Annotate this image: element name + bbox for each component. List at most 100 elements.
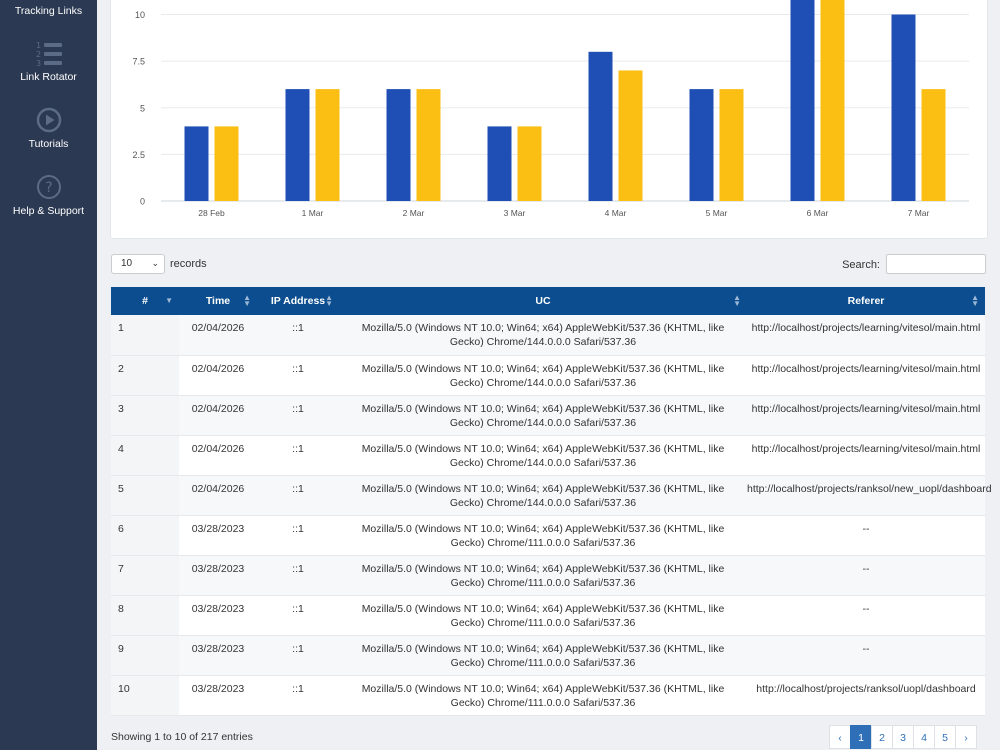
table-row: 1 02/04/2026::1 Mozilla/5.0 (Windows NT 10… [111, 315, 985, 356]
column-header-time[interactable]: Time ▲ ▼ [179, 287, 257, 315]
page-button[interactable]: 5 [934, 725, 956, 749]
row-user-agent: Mozilla/5.0 (Windows NT 10.0; Win64; x64… [339, 515, 747, 556]
page-length-value: 10 [121, 258, 133, 269]
table-info: Showing 1 to 10 of 217 entries [111, 731, 253, 743]
page-length-select[interactable]: 10 ⌄ [111, 254, 165, 274]
svg-text:1: 1 [36, 41, 41, 50]
bar-chart: 0 2.5 5 7.5 10 28 Feb 1 Mar 2 Mar 3 Mar 4 Mar 5 Ma… [132, 0, 969, 218]
page-button[interactable]: 1 [850, 725, 872, 749]
x-tick-label: 7 Mar [908, 208, 930, 218]
x-tick-label: 3 Mar [504, 208, 526, 218]
row-time: 03/28/2023 [179, 635, 257, 676]
sidebar-item-tutorials[interactable]: Tutorials [0, 107, 97, 150]
row-user-agent: Mozilla/5.0 (Windows NT 10.0; Win64; x64… [339, 395, 747, 436]
row-ip-address: ::1 [257, 675, 339, 716]
column-header-ip-address[interactable]: IP Address ▲ ▼ [257, 287, 339, 315]
table-row: 6 03/28/2023::1 Mozilla/5.0 (Windows NT 10… [111, 515, 985, 556]
sidebar-item-help-support[interactable]: ? Help & Support [0, 174, 97, 217]
sidebar-item-label: Tutorials [28, 138, 69, 150]
column-header-number[interactable]: # ▼ [111, 287, 179, 315]
row-referer: http://localhost/projects/learning/vites… [747, 315, 985, 356]
svg-text:?: ? [45, 180, 52, 196]
row-ip-address: ::1 [257, 515, 339, 556]
y-tick-label: 5 [140, 103, 145, 113]
row-referer: -- [747, 515, 985, 556]
sort-icon: ▲ ▼ [325, 293, 333, 308]
table-row: 7 03/28/2023::1 Mozilla/5.0 (Windows NT 10… [111, 555, 985, 596]
x-tick-label: 5 Mar [706, 208, 728, 218]
bar-series-2 [416, 89, 441, 201]
sidebar-item-link-rotator[interactable]: 1 2 3 Link Rotator [0, 39, 97, 83]
table-row: 3 02/04/2026::1 Mozilla/5.0 (Windows NT 10… [111, 395, 985, 436]
row-user-agent: Mozilla/5.0 (Windows NT 10.0; Win64; x64… [339, 675, 747, 716]
row-referer: http://localhost/projects/learning/vites… [747, 355, 985, 396]
row-ip-address: ::1 [257, 435, 339, 476]
next-page-button[interactable]: › [955, 725, 977, 749]
bar-series-1 [285, 89, 310, 201]
table-row: 5 02/04/2026::1 Mozilla/5.0 (Windows NT 10… [111, 475, 992, 516]
x-tick-label: 2 Mar [403, 208, 425, 218]
pagination: ‹ 1 2 3 4 5 › [829, 725, 977, 749]
page-button[interactable]: 3 [892, 725, 914, 749]
bar-series-2 [719, 89, 744, 201]
question-circle-icon: ? [36, 175, 61, 199]
x-tick-label: 4 Mar [605, 208, 627, 218]
svg-text:2: 2 [36, 50, 41, 59]
bar-series-1 [588, 51, 613, 201]
x-tick-label: 1 Mar [302, 208, 324, 218]
bar-series-2 [820, 0, 845, 201]
sidebar-item-tracking-links[interactable]: Tracking Links [0, 5, 97, 17]
row-number: 5 [111, 475, 179, 516]
row-number: 10 [111, 675, 179, 716]
row-referer: -- [747, 555, 985, 596]
y-tick-label: 7.5 [132, 57, 145, 67]
sort-desc-icon: ▼ [165, 296, 173, 305]
search-input[interactable] [886, 254, 986, 274]
x-tick-label: 6 Mar [807, 208, 829, 218]
table-row: 8 03/28/2023::1 Mozilla/5.0 (Windows NT 10… [111, 595, 985, 636]
y-tick-label: 10 [135, 10, 145, 20]
chevron-down-icon: ⌄ [151, 258, 159, 268]
column-header-uc[interactable]: UC ▲ ▼ [339, 287, 747, 315]
row-user-agent: Mozilla/5.0 (Windows NT 10.0; Win64; x64… [339, 475, 747, 516]
row-time: 03/28/2023 [179, 555, 257, 596]
row-ip-address: ::1 [257, 475, 339, 516]
sidebar: Tracking Links 1 2 3 Link Rotator Tutori… [0, 0, 97, 750]
bar-series-2 [315, 89, 340, 201]
row-ip-address: ::1 [257, 355, 339, 396]
bar-series-2 [214, 126, 239, 201]
row-time: 02/04/2026 [179, 315, 257, 356]
row-time: 02/04/2026 [179, 475, 257, 516]
column-header-referer[interactable]: Referer ▲ ▼ [747, 287, 985, 315]
bar-series-2 [517, 126, 542, 201]
row-user-agent: Mozilla/5.0 (Windows NT 10.0; Win64; x64… [339, 555, 747, 596]
page-button[interactable]: 4 [913, 725, 935, 749]
row-number: 2 [111, 355, 179, 396]
records-label: records [170, 258, 207, 270]
bar-series-1 [891, 14, 916, 201]
row-referer: http://localhost/projects/ranksol/uopl/d… [747, 675, 985, 716]
row-ip-address: ::1 [257, 635, 339, 676]
previous-page-button[interactable]: ‹ [829, 725, 851, 749]
main-content: 0 2.5 5 7.5 10 28 Feb 1 Mar 2 Mar 3 Mar 4 Mar 5 Ma… [97, 0, 1000, 750]
row-time: 03/28/2023 [179, 675, 257, 716]
row-time: 02/04/2026 [179, 435, 257, 476]
numbered-list-icon: 1 2 3 [36, 41, 62, 67]
row-time: 03/28/2023 [179, 515, 257, 556]
sort-icon: ▲ ▼ [243, 293, 251, 308]
bar-series-1 [689, 89, 714, 201]
row-referer: -- [747, 595, 985, 636]
table-row: 4 02/04/2026::1 Mozilla/5.0 (Windows NT 10… [111, 435, 985, 476]
row-number: 6 [111, 515, 179, 556]
search-label: Search: [842, 259, 880, 271]
sidebar-item-label: Help & Support [12, 205, 85, 217]
chart-card: 0 2.5 5 7.5 10 28 Feb 1 Mar 2 Mar 3 Mar 4 Mar 5 Ma… [110, 0, 988, 239]
sort-icon: ▲ ▼ [733, 293, 741, 308]
y-tick-label: 0 [140, 197, 145, 207]
row-referer: -- [747, 635, 985, 676]
row-referer: http://localhost/projects/ranksol/new_uo… [747, 475, 992, 516]
page-button[interactable]: 2 [871, 725, 893, 749]
row-referer: http://localhost/projects/learning/vites… [747, 395, 985, 436]
